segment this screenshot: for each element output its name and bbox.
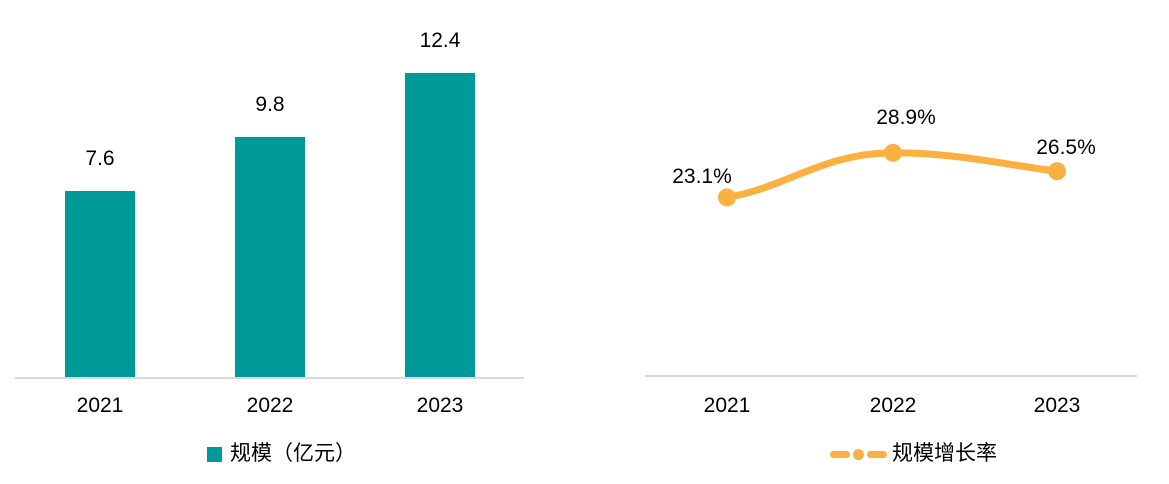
point-value-label-2023: 26.5%: [1036, 136, 1096, 159]
line-chart-x-axis-line: [645, 375, 1137, 377]
bar-value-label-2021: 7.6: [85, 146, 115, 170]
bar-2023[interactable]: [405, 72, 475, 377]
line-chart-legend[interactable]: 规模增长率: [830, 442, 997, 466]
line-x-tick-2021: 2021: [703, 394, 751, 417]
bar-x-tick-2022: 2022: [246, 394, 294, 417]
bar-2022[interactable]: [235, 136, 305, 377]
bar-value-label-2023: 12.4: [419, 28, 461, 52]
bar-value-label-2022: 9.8: [255, 92, 285, 116]
bar-x-tick-2021: 2021: [76, 394, 124, 417]
bar-legend-swatch-icon: [207, 446, 222, 462]
line-x-tick-2023: 2023: [1033, 394, 1081, 417]
line-legend-label: 规模增长率: [892, 442, 997, 465]
line-x-tick-2022: 2022: [869, 394, 917, 417]
line-legend-marker-icon: [830, 448, 887, 460]
bar-chart-legend[interactable]: 规模（亿元）: [207, 442, 356, 466]
point-value-label-2021: 23.1%: [672, 165, 732, 188]
bar-2021[interactable]: [65, 190, 135, 377]
bar-chart-x-axis-line: [15, 377, 524, 379]
bar-x-tick-2023: 2023: [416, 394, 464, 417]
data-point-2022[interactable]: [884, 143, 902, 162]
data-point-2021[interactable]: [718, 188, 736, 207]
point-value-label-2022: 28.9%: [876, 106, 936, 129]
data-point-2023[interactable]: [1048, 162, 1066, 181]
bar-legend-label: 规模（亿元）: [230, 442, 356, 465]
